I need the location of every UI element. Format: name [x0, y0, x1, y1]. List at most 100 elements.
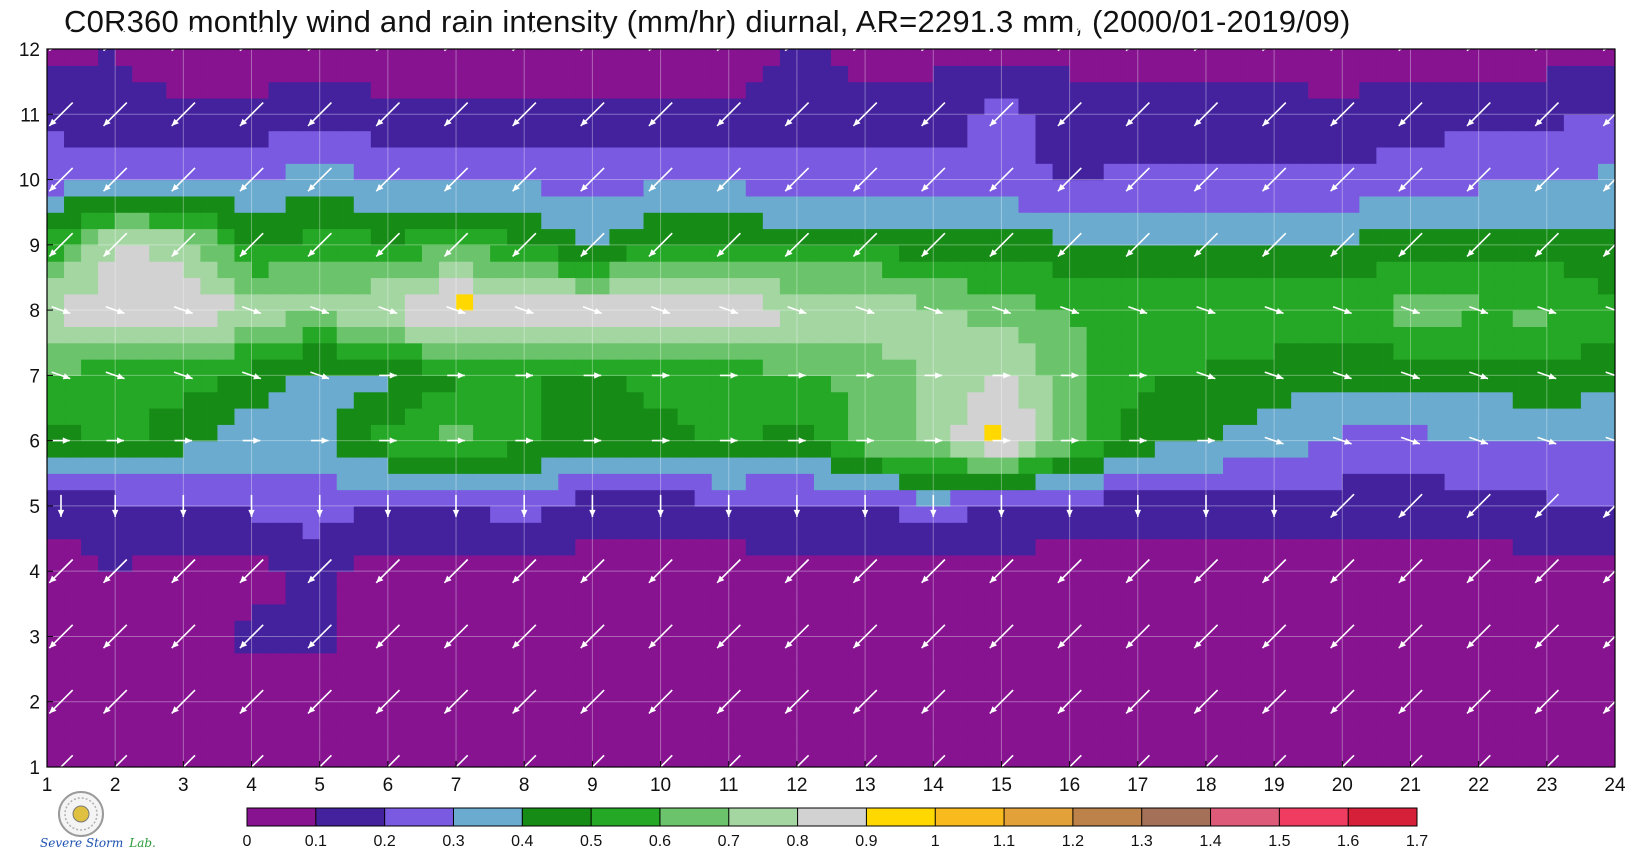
- rain-cell: [1154, 587, 1173, 605]
- rain-cell: [64, 652, 82, 670]
- rain-cell: [848, 669, 866, 687]
- rain-cell: [984, 718, 1003, 735]
- rain-cell: [796, 310, 815, 328]
- rain-cell: [609, 310, 628, 328]
- rain-cell: [745, 391, 764, 409]
- rain-cell: [524, 522, 542, 540]
- rain-cell: [1001, 391, 1020, 409]
- rain-cell: [1291, 424, 1309, 442]
- rain-cell: [762, 310, 781, 328]
- rain-cell: [728, 440, 747, 458]
- rain-cell: [490, 669, 508, 687]
- rain-cell: [387, 734, 406, 752]
- rain-cell: [1052, 489, 1071, 507]
- rain-cell: [1308, 97, 1326, 115]
- rain-cell: [694, 179, 713, 197]
- rain-cell: [677, 195, 696, 213]
- rain-cell: [813, 734, 832, 752]
- rain-cell: [404, 587, 423, 605]
- rain-cell: [1393, 554, 1412, 572]
- rain-cell: [660, 146, 679, 164]
- rain-cell: [64, 326, 82, 344]
- rain-cell: [1205, 669, 1224, 687]
- rain-cell: [268, 195, 287, 213]
- rain-cell: [711, 228, 730, 246]
- rain-cell: [1359, 456, 1377, 474]
- rain-cell: [796, 718, 815, 735]
- rain-cell: [967, 456, 985, 474]
- rain-cell: [234, 652, 253, 670]
- x-tick-label: 21: [1400, 775, 1421, 796]
- rain-cell: [831, 81, 849, 99]
- rain-cell: [575, 391, 593, 409]
- rain-cell: [1410, 81, 1429, 99]
- rain-cell: [728, 408, 747, 425]
- rain-cell: [1512, 587, 1531, 605]
- rain-cell: [149, 424, 167, 442]
- rain-cell: [1001, 587, 1020, 605]
- rain-cell: [626, 195, 645, 213]
- rain-cell: [1580, 277, 1599, 295]
- rain-cell: [507, 293, 525, 311]
- rain-cell: [421, 49, 440, 66]
- rain-cell: [1291, 130, 1309, 148]
- wind-arrow-head: [785, 640, 793, 649]
- rain-cell: [1274, 179, 1292, 197]
- rain-cell: [1086, 49, 1105, 66]
- rain-cell: [217, 571, 236, 589]
- rain-cell: [1580, 636, 1599, 654]
- rain-cell: [251, 424, 270, 442]
- rain-cell: [1580, 375, 1599, 393]
- rain-cell: [166, 750, 184, 767]
- rain-cell: [1580, 408, 1599, 425]
- rain-cell: [728, 179, 747, 197]
- rain-cell: [1086, 179, 1105, 197]
- rain-cell: [831, 750, 849, 767]
- rain-cell: [1546, 734, 1565, 752]
- rain-cell: [694, 212, 713, 230]
- wind-arrow: [1398, 167, 1423, 192]
- rain-cell: [796, 505, 815, 523]
- rain-cell: [1223, 49, 1241, 66]
- rain-cell: [1257, 669, 1275, 687]
- rain-cell: [1376, 587, 1395, 605]
- wind-arrow-head: [457, 308, 466, 315]
- rain-cell: [677, 538, 696, 556]
- rain-cell: [1359, 587, 1377, 605]
- rain-cell: [796, 146, 815, 164]
- rain-cell: [950, 277, 968, 295]
- wind-arrow: [1134, 494, 1141, 517]
- rain-cell: [1171, 65, 1190, 83]
- rain-cell: [1035, 391, 1054, 409]
- rain-cell: [984, 456, 1003, 474]
- rain-cell: [1597, 130, 1615, 148]
- rain-cell: [1018, 342, 1037, 360]
- wind-arrow: [375, 558, 401, 584]
- rain-cell: [779, 522, 798, 540]
- rain-cell: [848, 734, 866, 752]
- rain-cell: [421, 505, 440, 523]
- rain-cell: [541, 261, 559, 279]
- rain-cell: [626, 261, 645, 279]
- rain-cell: [1223, 636, 1241, 654]
- rain-cell: [1427, 244, 1446, 262]
- rain-cell: [1495, 685, 1514, 703]
- rain-cell: [1359, 261, 1377, 279]
- rain-cell: [1103, 130, 1122, 148]
- rain-cell: [541, 326, 559, 344]
- rain-cell: [1325, 228, 1343, 246]
- wind-arrow: [1129, 437, 1147, 444]
- rain-cell: [439, 277, 457, 295]
- rain-cell: [1325, 97, 1343, 115]
- rain-cell: [336, 669, 355, 687]
- rain-cell: [47, 734, 65, 752]
- rain-cell: [1546, 603, 1565, 621]
- rain-cell: [370, 652, 389, 670]
- wind-arrow: [1398, 232, 1423, 258]
- rain-cell: [319, 440, 338, 458]
- wind-arrow-head: [253, 373, 261, 380]
- wind-arrow-head: [785, 706, 793, 714]
- rain-cell: [660, 261, 679, 279]
- rain-cell: [285, 603, 304, 621]
- rain-cell: [1359, 750, 1377, 767]
